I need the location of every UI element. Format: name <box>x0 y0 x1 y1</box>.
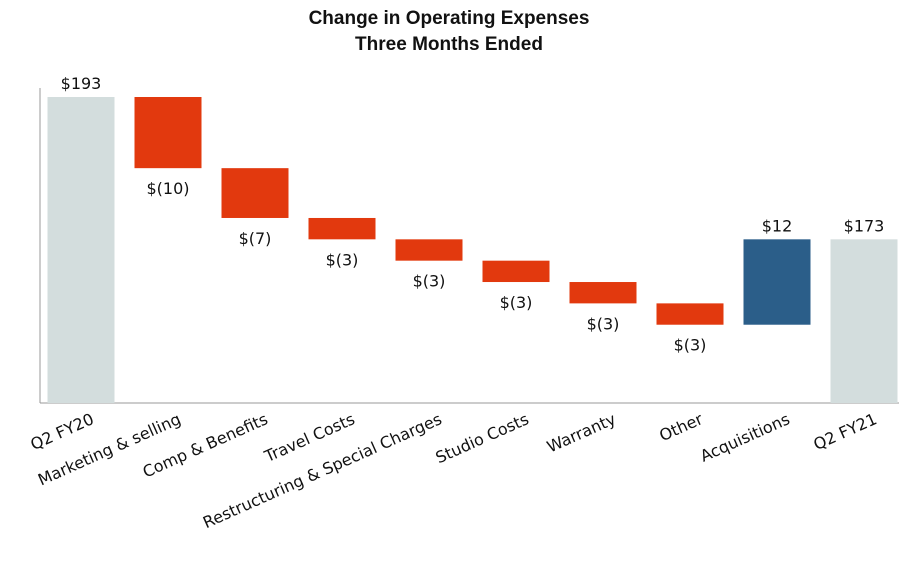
bar <box>308 217 376 240</box>
x-tick-label: Studio Costs <box>433 409 532 467</box>
data-label: $(3) <box>587 314 620 333</box>
data-label: $(7) <box>239 229 272 248</box>
data-label: $(3) <box>413 272 446 291</box>
bar <box>47 97 115 403</box>
data-label: $193 <box>61 74 102 93</box>
chart-subtitle: Three Months Ended <box>355 34 543 55</box>
bar <box>395 239 463 261</box>
x-tick-label: Q2 FY20 <box>28 409 97 454</box>
x-tick-label: Marketing & selling <box>35 409 184 489</box>
data-label: $173 <box>844 216 885 235</box>
bar <box>482 260 550 283</box>
bar <box>830 239 898 403</box>
data-label: $(3) <box>674 336 707 355</box>
data-label: $12 <box>762 216 793 235</box>
bar <box>569 282 637 304</box>
data-label: $(3) <box>326 250 359 269</box>
x-tick-label: Other <box>656 409 706 445</box>
x-tick-label: Q2 FY21 <box>811 409 880 454</box>
data-label: $(3) <box>500 293 533 312</box>
chart-title: Change in Operating Expenses <box>309 8 590 29</box>
x-tick-label: Warranty <box>544 409 619 456</box>
bar <box>743 239 811 325</box>
bar <box>134 97 202 169</box>
bar <box>221 168 289 218</box>
x-tick-label: Acquisitions <box>697 409 792 465</box>
bar <box>656 303 724 325</box>
data-label: $(10) <box>146 179 189 198</box>
